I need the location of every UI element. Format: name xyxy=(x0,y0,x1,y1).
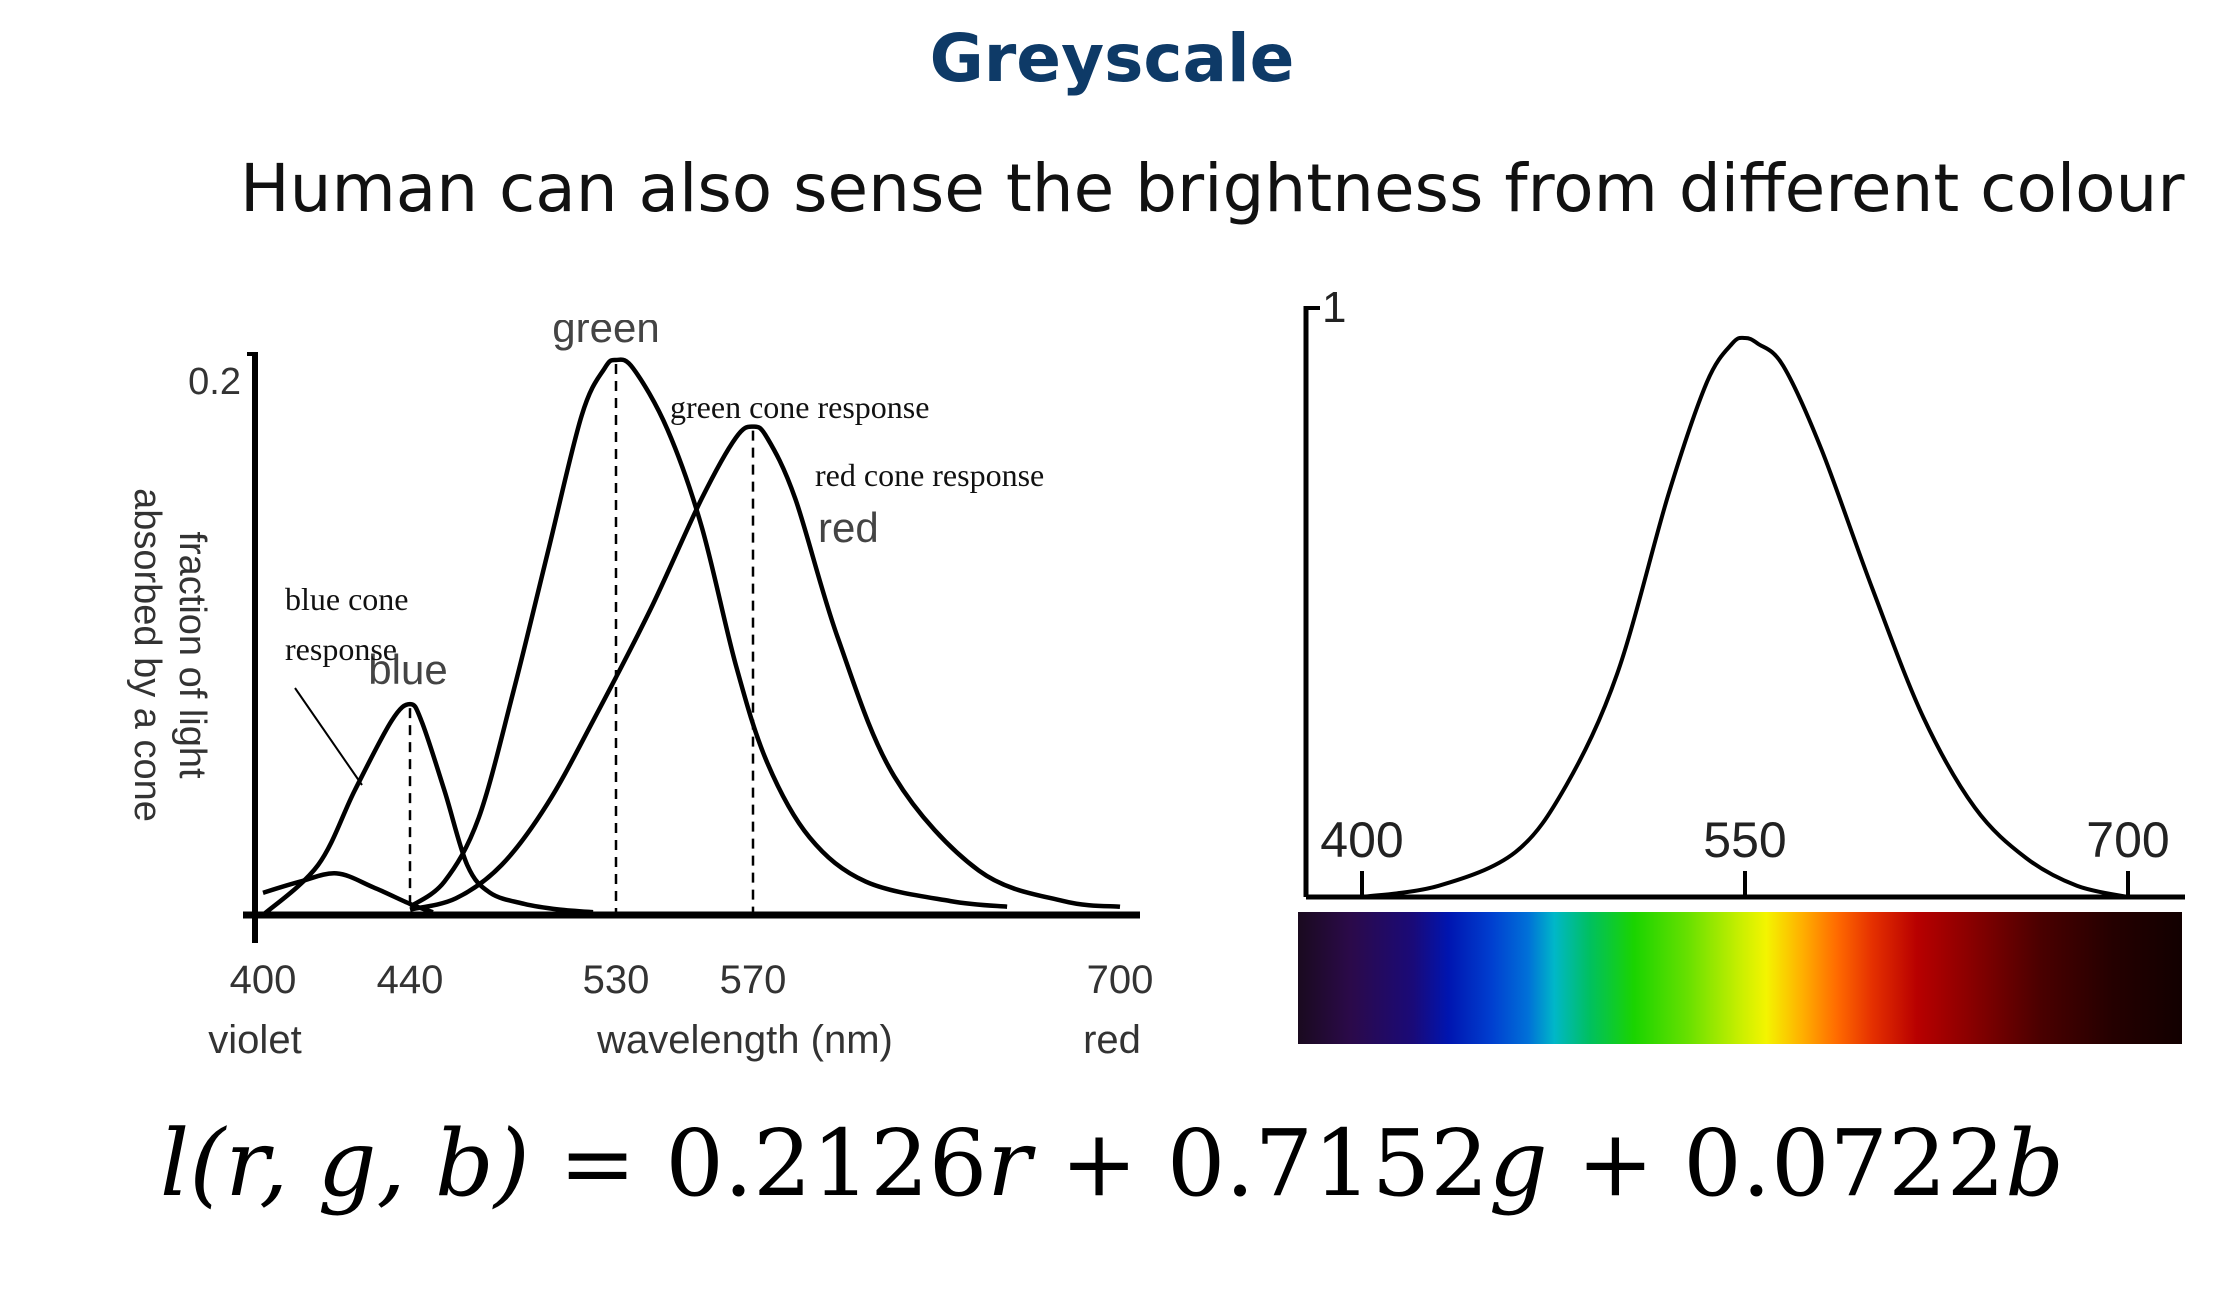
x-tick-label: 440 xyxy=(377,958,444,1002)
x-tick-label: 400 xyxy=(230,958,297,1002)
cone-chart-curves xyxy=(261,357,1121,917)
series-label-green: green xyxy=(552,320,659,351)
formula-term3-coef: 0.0722 xyxy=(1683,1110,2006,1217)
series-line-red xyxy=(409,424,1121,912)
formula-term2-var: g xyxy=(1488,1110,1548,1217)
x-tick-label: 700 xyxy=(1087,958,1154,1002)
visible-spectrum-bar xyxy=(1298,912,2182,1044)
annotation-green-cone: green cone response xyxy=(670,389,929,425)
annotation-red-cone: red cone response xyxy=(815,457,1044,493)
y-tick-label: 0.2 xyxy=(188,361,241,403)
formula-plus2: + xyxy=(1547,1110,1684,1217)
x-tick-label: 700 xyxy=(2086,812,2169,868)
x-tick-label: 530 xyxy=(583,958,650,1002)
formula-plus1: + xyxy=(1031,1110,1167,1217)
slide-title: Greyscale xyxy=(929,20,1295,97)
x-tick-label: 570 xyxy=(720,958,787,1002)
x-axis-label: wavelength (nm) xyxy=(596,1018,893,1062)
y-axis-label-line2: absorbed by a cone xyxy=(126,488,168,822)
series-label-blue: blue xyxy=(368,646,447,693)
series-line-blue xyxy=(261,701,594,917)
y-axis-label-line1: fraction of light xyxy=(171,531,213,779)
annotation-blue-cone-line2: response xyxy=(285,631,397,667)
annotation-blue-cone-line1: blue cone xyxy=(285,581,409,617)
formula-term2-coef: 0.7152 xyxy=(1166,1110,1489,1217)
formula-lhs-args: (r, g, b) xyxy=(189,1110,530,1217)
formula-term3-var: b xyxy=(2005,1110,2065,1217)
x-end-label-violet: violet xyxy=(208,1018,301,1062)
slide-subtitle: Human can also sense the brightness from… xyxy=(240,150,2185,227)
series-label-red: red xyxy=(818,504,879,551)
cone-chart-axes xyxy=(243,352,1140,943)
luminosity-chart-axes xyxy=(1303,306,2185,900)
formula-term1-var: r xyxy=(987,1110,1032,1217)
luminosity-chart: 1 400 550 700 xyxy=(1303,283,2185,900)
x-tick-label: 400 xyxy=(1320,812,1403,868)
formula-equals: = xyxy=(529,1110,666,1217)
luminosity-chart-labels: 1 400 550 700 xyxy=(1320,283,2169,868)
series-line-green xyxy=(408,357,1008,909)
y-tick-label: 1 xyxy=(1322,283,1346,332)
x-tick-label: 550 xyxy=(1703,812,1786,868)
luminosity-chart-curve xyxy=(1361,335,2129,899)
formula-lhs-fn: l xyxy=(159,1110,190,1217)
luminosity-curve xyxy=(1361,335,2129,899)
annotation-blue-leader xyxy=(294,687,363,786)
x-end-label-red: red xyxy=(1083,1018,1141,1062)
luminance-formula: l(r, g, b) = 0.2126r + 0.7152g + 0.0722b xyxy=(0,1110,2224,1217)
formula-term1-coef: 0.2126 xyxy=(665,1110,988,1217)
